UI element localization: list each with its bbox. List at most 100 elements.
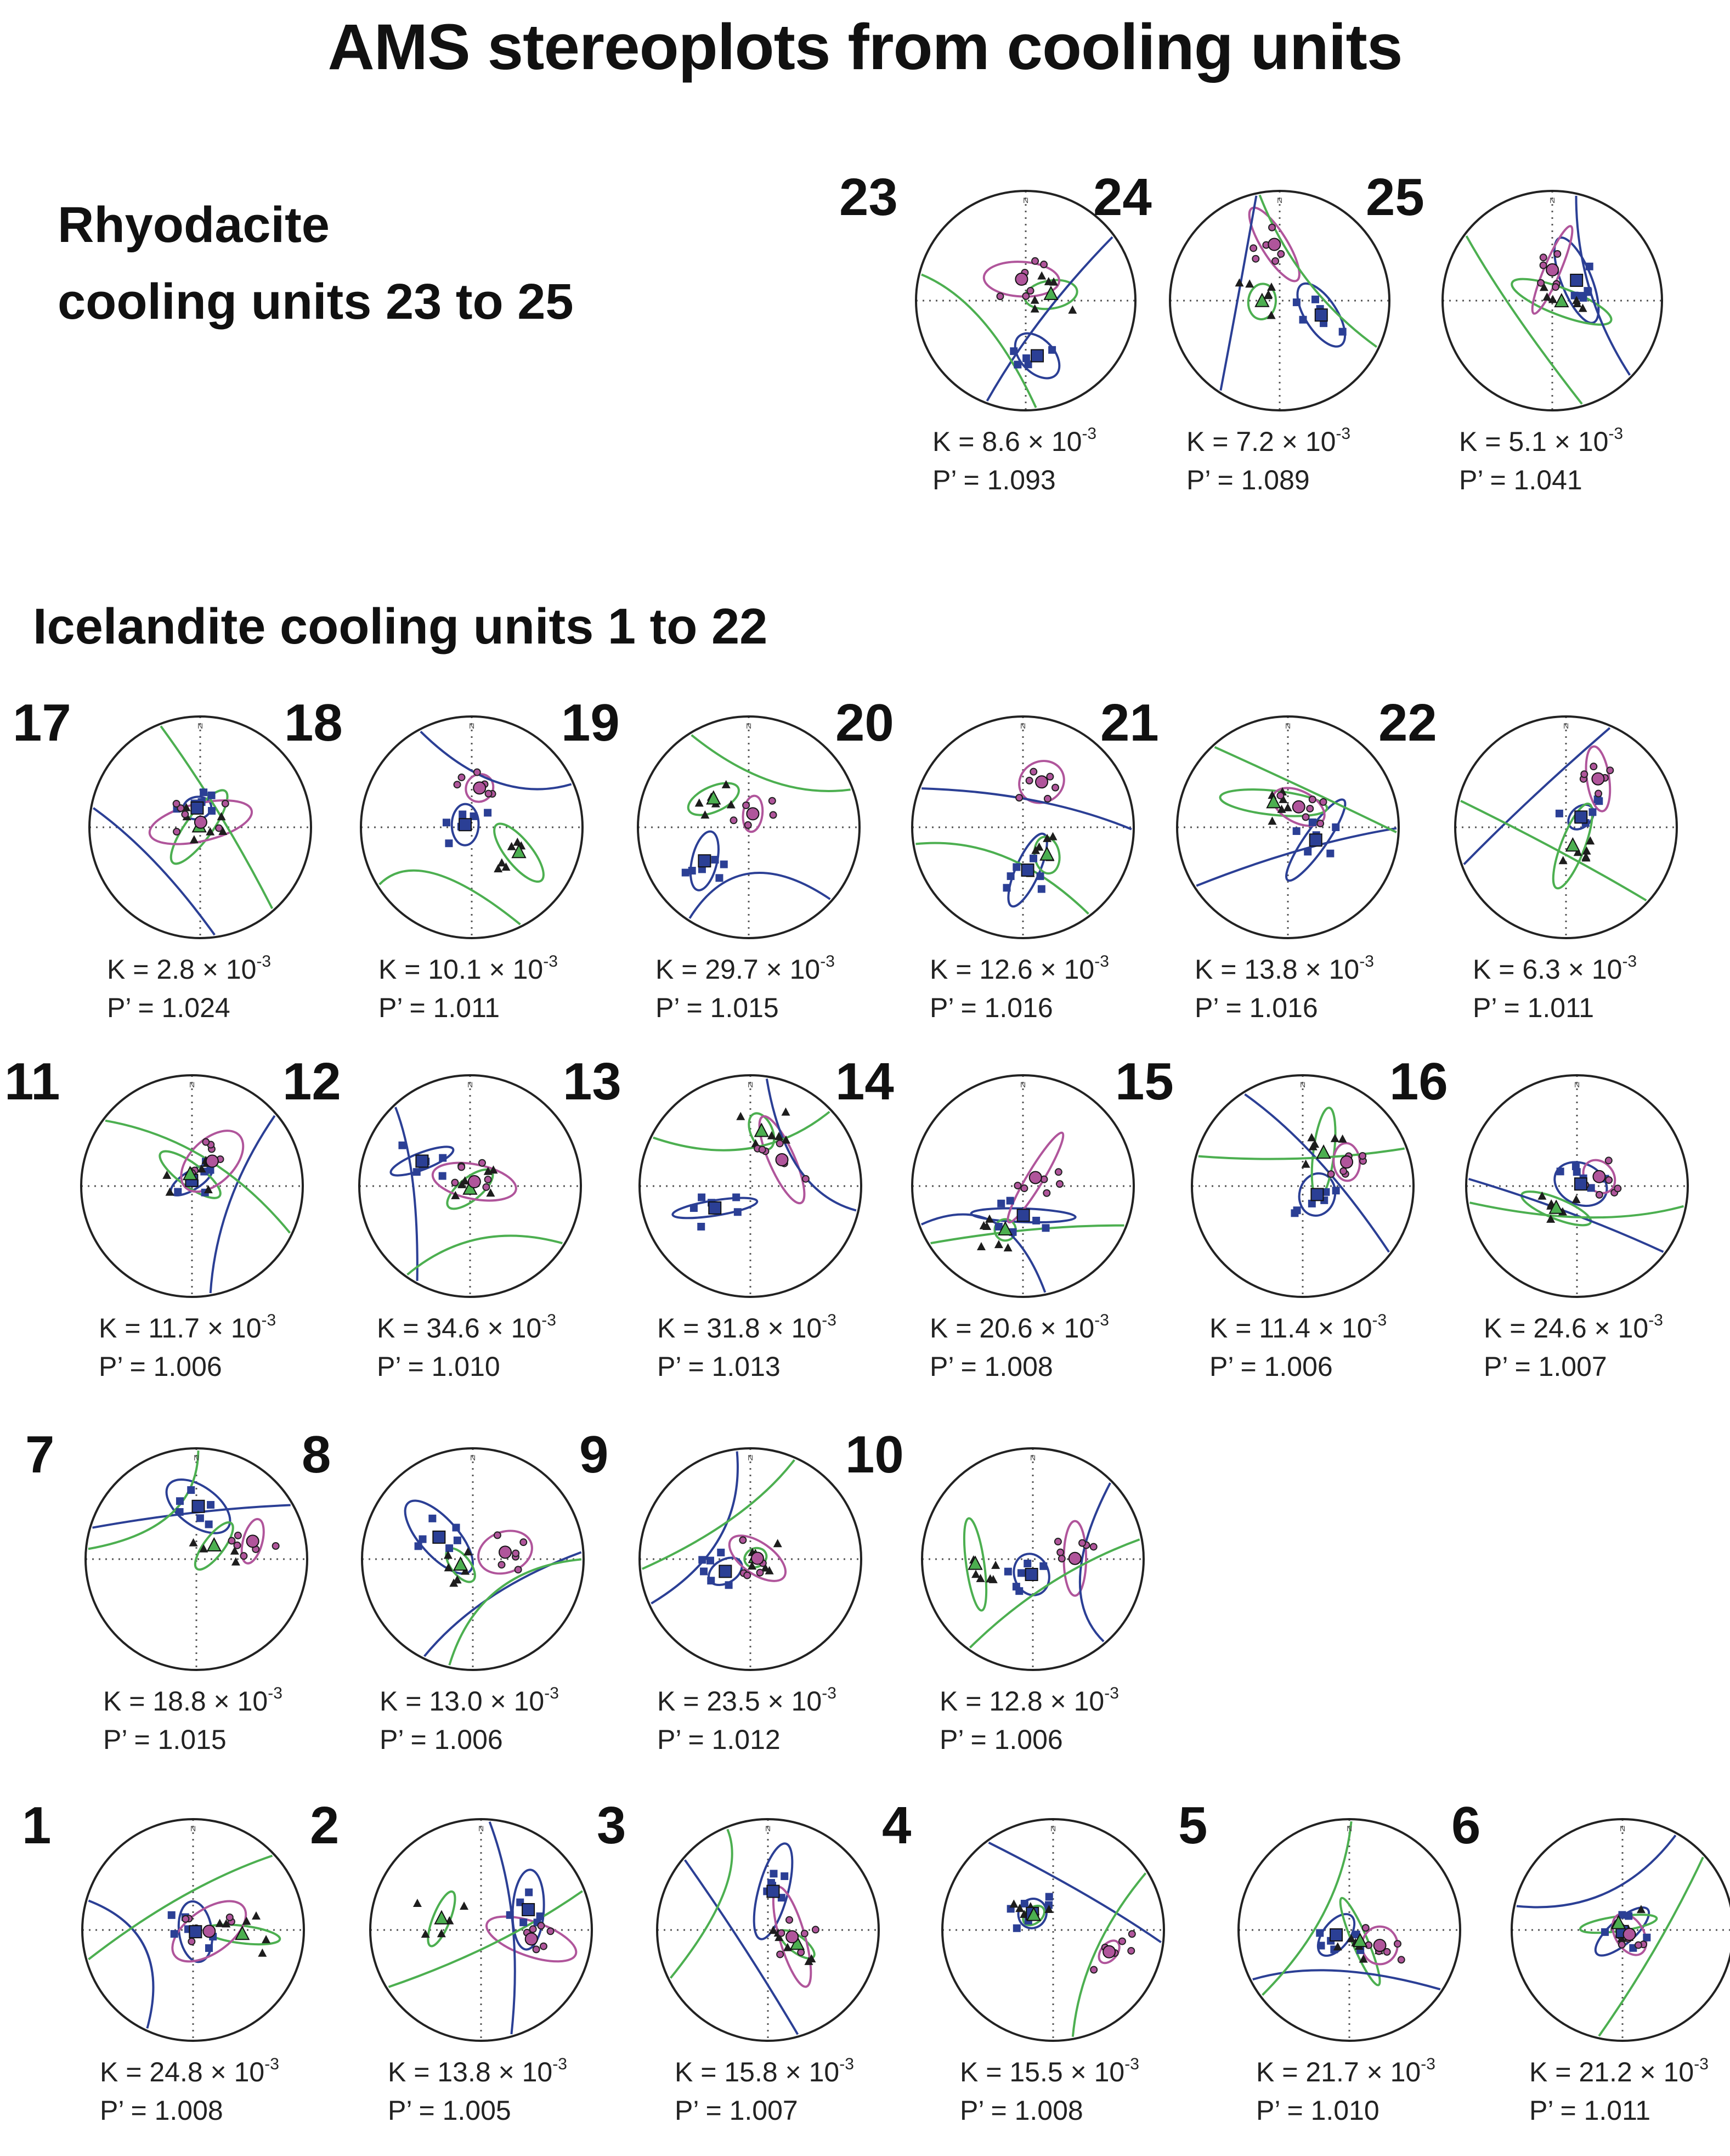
k3-confidence-ellipse	[240, 1518, 265, 1565]
k1-girdle-arc	[394, 1107, 419, 1281]
k3-axis-symbol	[739, 1536, 747, 1544]
k3-axis-symbol	[1046, 772, 1054, 781]
k1-girdle-arc	[88, 1899, 155, 2029]
k1-girdle-arc	[921, 787, 1132, 831]
k3-axis-symbol	[1054, 1538, 1062, 1546]
stereoplot-unit-23: 23 N K = 8.6 × 10-3 P’ = 1.093	[839, 171, 1152, 509]
k1-axis-symbol	[1643, 1933, 1651, 1941]
k3-confidence-ellipse	[1248, 206, 1301, 283]
k3-axis-symbol	[1040, 261, 1048, 269]
k1-axis-symbol	[1039, 1562, 1048, 1570]
unit-statistics: K = 18.8 × 10-3 P’ = 1.015	[103, 1674, 282, 1759]
k3-mean-symbol	[524, 1932, 538, 1946]
k1-axis-symbol	[1577, 292, 1585, 300]
stereoplot-unit-2: 2 N K = 13.8 × 10-3 P’ = 1.005	[310, 1799, 608, 2140]
k2-axis-symbol	[444, 1563, 453, 1572]
k1-confidence-ellipse	[1013, 1553, 1050, 1596]
exponent: -3	[268, 1684, 282, 1702]
k2-axis-symbol	[1009, 1899, 1019, 1908]
k3-axis-symbol	[1090, 1966, 1098, 1974]
k1-confidence-ellipse	[511, 1869, 545, 1951]
corrected-anisotropy-degree: P’ = 1.007	[675, 2095, 798, 2126]
k3-axis-symbol	[743, 1571, 751, 1579]
k3-axis-symbol	[776, 1139, 784, 1148]
exponent: -3	[1082, 425, 1097, 443]
k3-axis-symbol	[1614, 1184, 1622, 1193]
k3-axis-symbol	[744, 821, 752, 829]
k2-axis-symbol	[991, 1560, 1000, 1569]
stereonet: N	[1441, 190, 1663, 411]
bulk-susceptibility: K = 15.5 × 10-3	[960, 2055, 1139, 2087]
k2-axis-symbol	[1338, 1134, 1347, 1143]
k2-girdle-arc	[1258, 194, 1378, 348]
stereonet: N	[637, 715, 861, 939]
k2-axis-symbol	[1333, 1942, 1342, 1951]
stereoplot-unit-25: 25 N K = 5.1 × 10-3 P’ = 1.041	[1366, 171, 1678, 509]
k2-axis-symbol	[461, 1566, 470, 1575]
stereonet: N	[911, 715, 1135, 939]
k1-axis-symbol	[698, 1193, 706, 1201]
unit-number: 20	[835, 693, 894, 752]
k2-axis-symbol	[162, 1170, 172, 1179]
k3-axis-symbol	[1383, 1948, 1391, 1956]
k3-mean-symbol	[499, 1545, 512, 1559]
k3-axis-symbol	[1618, 1940, 1626, 1949]
north-label: N	[748, 1453, 753, 1462]
k2-girdle-arc	[915, 842, 1089, 915]
k3-axis-symbol	[1277, 250, 1285, 258]
k1-axis-symbol	[1013, 1924, 1021, 1932]
unit-number: 19	[561, 693, 620, 752]
k3-axis-symbol	[1015, 794, 1024, 802]
k1-mean-symbol	[698, 854, 711, 868]
k3-mean-symbol	[1068, 1551, 1082, 1565]
k3-axis-symbol	[1043, 1189, 1051, 1197]
k3-axis-symbol	[1054, 1168, 1062, 1176]
k2-mean-symbol	[1254, 292, 1270, 307]
k3-axis-symbol	[537, 1922, 545, 1930]
k1-axis-symbol	[205, 1520, 213, 1528]
k3-axis-symbol	[1089, 1543, 1098, 1551]
k1-axis-symbol	[1036, 872, 1044, 881]
primitive-circle	[1191, 1074, 1415, 1298]
k2-axis-symbol	[1573, 298, 1582, 307]
corrected-anisotropy-degree: P’ = 1.010	[377, 1351, 500, 1382]
k3-axis-symbol	[1308, 795, 1316, 804]
exponent: -3	[1622, 952, 1637, 970]
stereonet: N	[1176, 715, 1400, 939]
k3-axis-symbol	[482, 1183, 490, 1191]
k1-girdle-arc	[988, 1841, 1162, 1944]
k3-mean-symbol	[467, 1175, 481, 1189]
k1-girdle-arc	[1463, 727, 1611, 865]
k3-axis-symbol	[478, 1159, 486, 1167]
k1-axis-symbol	[414, 1542, 422, 1550]
k2-axis-symbol	[1030, 295, 1039, 304]
k1-axis-symbol	[1571, 1162, 1580, 1171]
unit-statistics: K = 24.8 × 10-3 P’ = 1.008	[100, 2045, 279, 2130]
icelandite-heading: Icelandite cooling units 1 to 22	[33, 599, 768, 654]
stereoplot-unit-1: 1 N K = 24.8 × 10-3 P’ = 1.008	[22, 1799, 320, 2140]
k3-axis-symbol	[215, 824, 223, 832]
k3-axis-symbol	[811, 1926, 819, 1934]
k1-axis-symbol	[1044, 1901, 1053, 1909]
exponent: -3	[1694, 2055, 1709, 2073]
k1-axis-symbol	[196, 1514, 204, 1522]
k1-axis-symbol	[419, 1535, 427, 1543]
k2-axis-symbol	[700, 810, 710, 819]
k2-axis-symbol	[1044, 1904, 1054, 1913]
k1-axis-symbol	[1014, 360, 1022, 369]
k2-axis-symbol	[197, 1164, 206, 1173]
k3-axis-symbol	[1118, 1937, 1126, 1945]
k2-axis-symbol	[1582, 846, 1591, 855]
k1-mean-symbol	[708, 1201, 722, 1215]
north-label: N	[1030, 1453, 1036, 1462]
north-label: N	[1277, 196, 1282, 205]
stereoplot-unit-10: 10 N K = 12.8 × 10-3 P’ = 1.006	[845, 1429, 1160, 1769]
k3-axis-symbol	[1339, 1167, 1348, 1175]
north-label: N	[1550, 196, 1555, 205]
stereoplot-unit-3: 3 N K = 15.8 × 10-3 P’ = 1.007	[597, 1799, 895, 2140]
stereoplot-unit-22: 22 N K = 6.3 × 10-3 P’ = 1.011	[1378, 697, 1693, 1037]
unit-number: 23	[839, 168, 898, 227]
k1-mean-symbol	[522, 1903, 535, 1916]
k1-confidence-ellipse	[165, 1478, 231, 1534]
k3-axis-symbol	[514, 1566, 522, 1574]
